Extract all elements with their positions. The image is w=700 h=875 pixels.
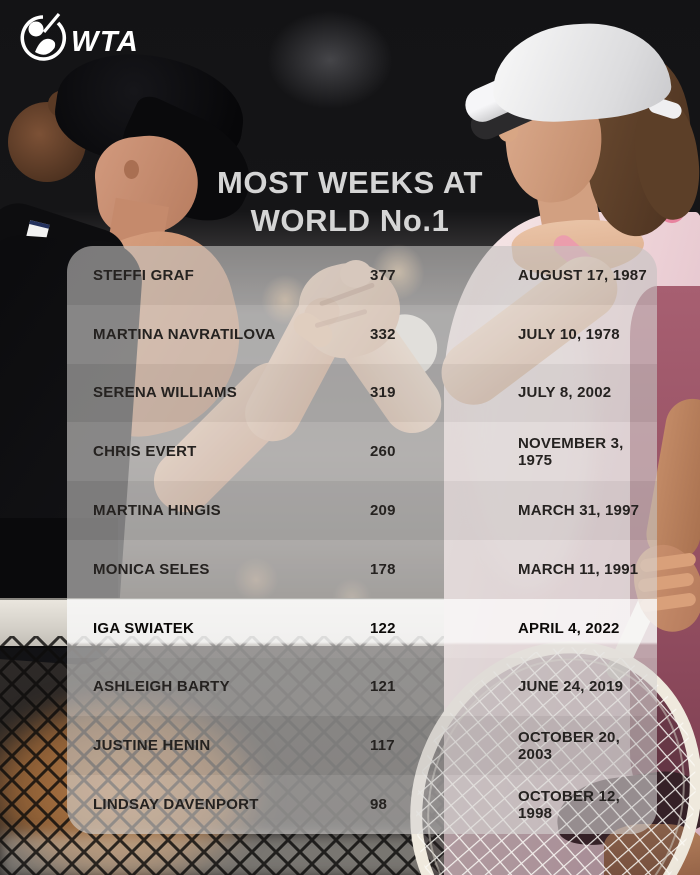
weeks-cell: 98 xyxy=(370,796,388,814)
player-name-cell: STEFFI GRAF xyxy=(93,266,195,284)
table-row: ASHLEIGH BARTY 121 JUNE 24, 2019 xyxy=(67,657,657,717)
table-row: SERENA WILLIAMS 319 JULY 8, 2002 xyxy=(67,363,657,423)
wta-logo: WTA xyxy=(20,12,139,61)
player-name-cell: JUSTINE HENIN xyxy=(93,737,211,755)
date-cell: AUGUST 17, 1987 xyxy=(518,266,647,284)
weeks-cell: 319 xyxy=(370,384,396,402)
table-row: STEFFI GRAF 377 AUGUST 17, 1987 xyxy=(67,246,657,305)
table-row: MARTINA HINGIS 209 MARCH 31, 1997 xyxy=(67,481,657,540)
title-line-2: WORLD No.1 xyxy=(250,203,450,238)
page-title: MOST WEEKS AT WORLD No.1 xyxy=(0,164,700,240)
table-row: LINDSAY DAVENPORT 98 OCTOBER 12, 1998 xyxy=(67,775,657,834)
table-row-highlighted: IGA SWIATEK 122 APRIL 4, 2022 xyxy=(67,598,657,658)
player-name-cell: CHRIS EVERT xyxy=(93,443,197,461)
date-cell: NOVEMBER 3, 1975 xyxy=(518,434,624,469)
date-cell: APRIL 4, 2022 xyxy=(518,619,620,637)
table-row: CHRIS EVERT 260 NOVEMBER 3, 1975 xyxy=(67,422,657,482)
wta-logo-icon xyxy=(20,12,67,61)
leaderboard-panel: STEFFI GRAF 377 AUGUST 17, 1987 MARTINA … xyxy=(67,246,657,834)
table-row: MARTINA NAVRATILOVA 332 JULY 10, 1978 xyxy=(67,304,657,364)
date-cell: JULY 8, 2002 xyxy=(518,384,612,402)
date-cell: OCTOBER 20, 2003 xyxy=(518,728,620,763)
weeks-cell: 209 xyxy=(370,502,396,520)
weeks-cell: 178 xyxy=(370,560,396,578)
player-name-cell: MARTINA HINGIS xyxy=(93,502,221,520)
weeks-cell: 121 xyxy=(370,678,396,696)
date-cell: MARCH 11, 1991 xyxy=(518,560,639,578)
date-cell: JUNE 24, 2019 xyxy=(518,678,624,696)
player-name-cell: ASHLEIGH BARTY xyxy=(93,678,230,696)
title-line-1: MOST WEEKS AT xyxy=(216,165,484,200)
player-name-cell: MONICA SELES xyxy=(93,560,210,578)
date-cell: OCTOBER 12, 1998 xyxy=(518,787,620,822)
weeks-cell: 260 xyxy=(370,443,396,461)
table-row: MONICA SELES 178 MARCH 11, 1991 xyxy=(67,539,657,599)
date-cell: MARCH 31, 1997 xyxy=(518,502,640,520)
player-name-cell: MARTINA NAVRATILOVA xyxy=(93,325,276,343)
player-name-cell: IGA SWIATEK xyxy=(93,619,195,637)
player-name-cell: SERENA WILLIAMS xyxy=(93,384,238,402)
left-player-ear xyxy=(124,160,139,179)
weeks-cell: 122 xyxy=(370,619,396,637)
date-cell: JULY 10, 1978 xyxy=(518,325,620,343)
player-name-cell: LINDSAY DAVENPORT xyxy=(93,796,259,814)
weeks-cell: 377 xyxy=(370,266,396,284)
table-row: JUSTINE HENIN 117 OCTOBER 20, 2003 xyxy=(67,716,657,776)
weeks-cell: 117 xyxy=(370,737,395,755)
wta-logo-text: WTA xyxy=(71,26,139,58)
weeks-cell: 332 xyxy=(370,325,396,343)
